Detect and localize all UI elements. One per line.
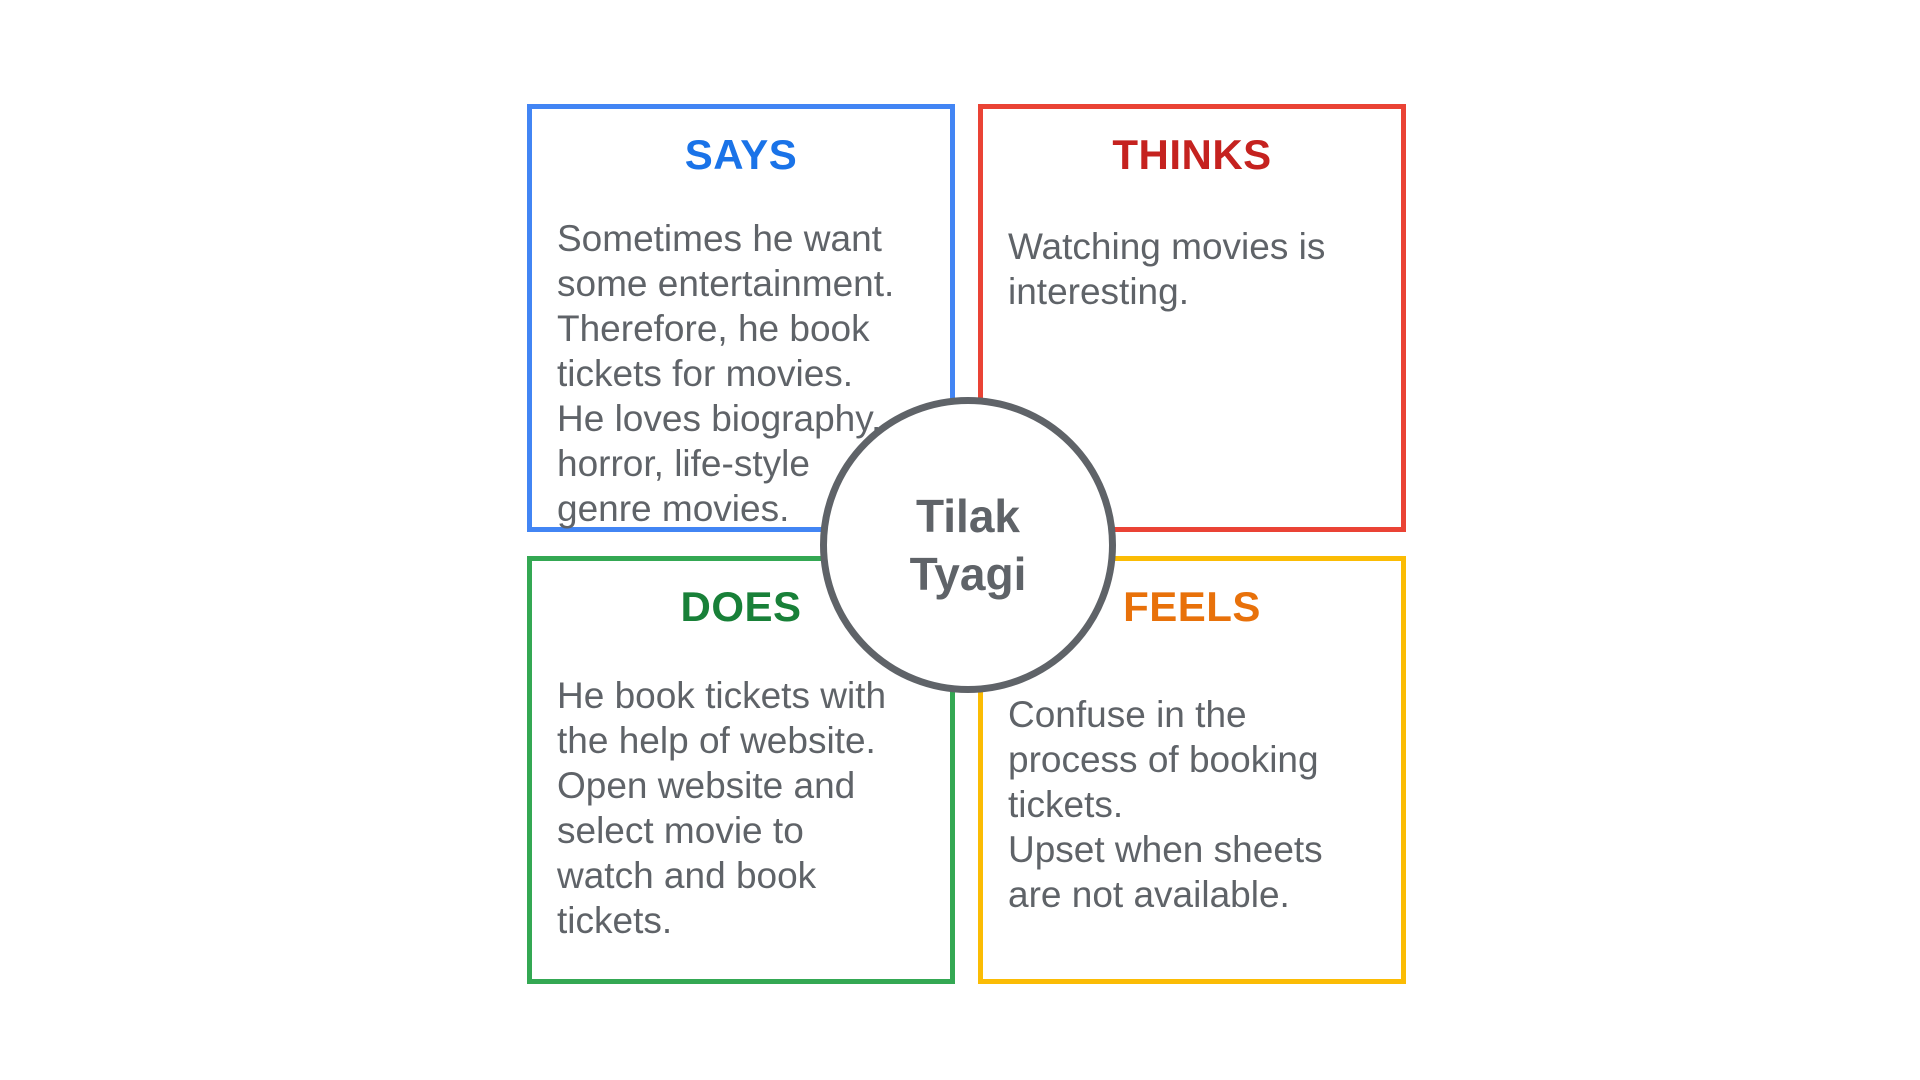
thinks-line: Watching movies is [1008, 226, 1326, 267]
thinks-title: THINKS [1112, 131, 1272, 178]
does-text: He book tickets with the help of website… [557, 673, 932, 943]
feels-line: tickets. [1008, 784, 1124, 825]
says-line: tickets for movies. [557, 353, 854, 394]
does-line: the help of website. [557, 720, 876, 761]
says-line: some entertainment. [557, 263, 895, 304]
thinks-quadrant: THINKS Watching movies is interesting. [978, 104, 1406, 532]
says-line: horror, life-style [557, 443, 810, 484]
feels-quadrant: FEELS Confuse in the process of booking … [978, 556, 1406, 984]
feels-text: Confuse in the process of booking ticket… [1008, 692, 1383, 917]
does-title: DOES [680, 583, 802, 630]
says-line: Therefore, he book [557, 308, 870, 349]
does-line: watch and book [557, 855, 817, 896]
persona-circle: Tilak Tyagi [820, 397, 1116, 693]
feels-line: are not available. [1008, 874, 1290, 915]
feels-line: process of booking [1008, 739, 1319, 780]
does-line: select movie to [557, 810, 804, 851]
says-title: SAYS [684, 131, 798, 178]
says-line: He loves biography, [557, 398, 882, 439]
feels-line: Confuse in the [1008, 694, 1247, 735]
thinks-text: Watching movies is interesting. [1008, 224, 1383, 314]
persona-last-name: Tyagi [909, 548, 1027, 600]
persona-first-name: Tilak [916, 490, 1020, 542]
says-line: genre movies. [557, 488, 790, 529]
says-quadrant: SAYS Sometimes he want some entertainmen… [527, 104, 955, 532]
does-line: tickets. [557, 900, 673, 941]
feels-title: FEELS [1123, 583, 1261, 630]
thinks-line: interesting. [1008, 271, 1189, 312]
says-text: Sometimes he want some entertainment. Th… [557, 216, 932, 531]
does-line: Open website and [557, 765, 856, 806]
says-line: Sometimes he want [557, 218, 882, 259]
feels-line: Upset when sheets [1008, 829, 1323, 870]
does-line: He book tickets with [557, 675, 887, 716]
